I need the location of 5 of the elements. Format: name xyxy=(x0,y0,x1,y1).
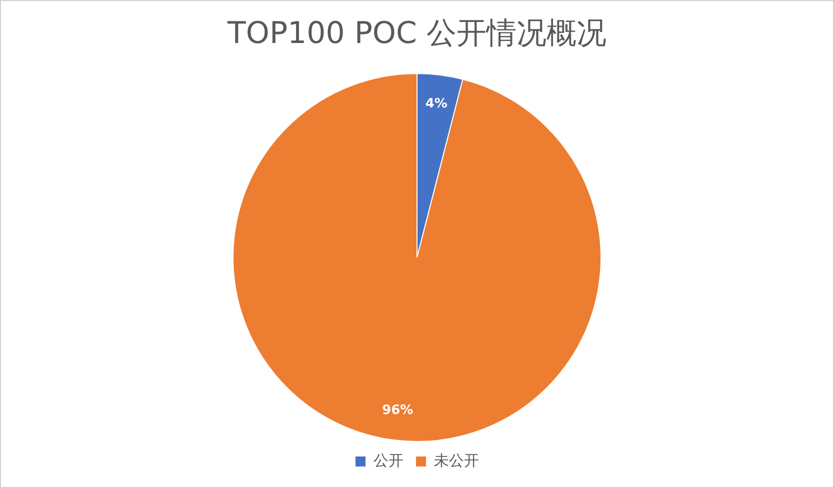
legend-label: 公开 xyxy=(374,451,404,470)
data-label: 4% xyxy=(425,96,448,112)
legend-label: 未公开 xyxy=(434,451,479,470)
data-label: 96% xyxy=(382,403,414,418)
chart-title: TOP100 POC 公开情况概况 xyxy=(226,16,607,51)
